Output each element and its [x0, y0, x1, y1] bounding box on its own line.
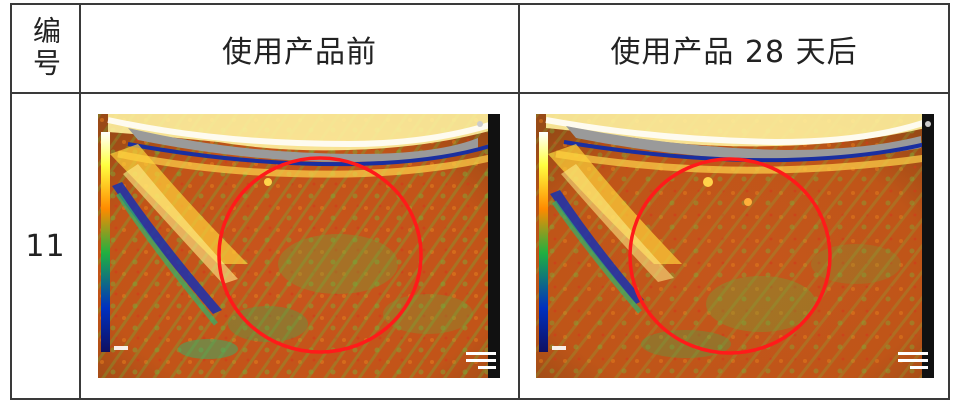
table-border-header-bottom — [10, 92, 950, 94]
table-border-col2 — [518, 3, 520, 400]
row-number: 11 — [25, 228, 66, 264]
table-border-col1 — [79, 3, 81, 400]
table-border-bottom — [10, 398, 950, 400]
ultrasound-image-after — [536, 114, 934, 378]
table-border-top — [10, 3, 950, 5]
header-after: 使用产品 28 天后 — [610, 34, 858, 70]
table-border-left — [10, 3, 12, 400]
header-number: 编号 — [29, 16, 62, 80]
header-before: 使用产品前 — [222, 34, 377, 70]
table-border-right — [948, 3, 950, 400]
ultrasound-image-before — [98, 114, 500, 378]
